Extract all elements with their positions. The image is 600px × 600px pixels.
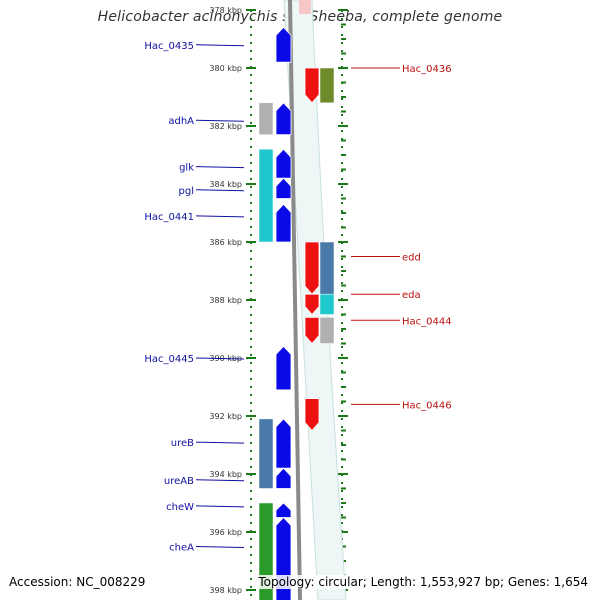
left-gene-label: Hac_0445 xyxy=(144,354,194,365)
offscreen-gene-fragment xyxy=(299,0,311,14)
right-gene-label: edd xyxy=(402,253,421,264)
right-gene-label: Hac_0444 xyxy=(402,316,452,327)
label-layer: Hac_0435 adhA glk pgl Hac_0441 Hac_0445 ureB ur… xyxy=(144,41,452,554)
ortholog-block-grey xyxy=(319,317,335,344)
left-leader-line xyxy=(195,505,245,508)
left-gene-label: pgl xyxy=(179,186,194,197)
tick-label: 394 kbp xyxy=(209,470,242,479)
tick-label: 380 kbp xyxy=(209,64,242,73)
forward-gene-arrow xyxy=(275,345,292,391)
ortholog-block-steel xyxy=(258,418,274,489)
accession-text: Accession: NC_008229 xyxy=(9,575,146,589)
left-leader-line xyxy=(195,189,245,192)
left-gene-label: Hac_0441 xyxy=(144,212,194,223)
left-gene-label: ureB xyxy=(171,438,194,449)
left-leader-line xyxy=(195,119,245,122)
right-gene-label: eda xyxy=(402,290,421,301)
forward-gene-arrow xyxy=(275,203,292,243)
ortholog-block-cyan xyxy=(319,293,335,315)
left-gene-label: Hac_0435 xyxy=(144,41,194,52)
ortholog-block-steel xyxy=(319,241,335,295)
tick-label: 392 kbp xyxy=(209,412,242,421)
reverse-gene-arrow xyxy=(304,293,320,316)
left-leader-line xyxy=(195,357,245,360)
right-gene-label: Hac_0436 xyxy=(402,64,452,75)
forward-gene-arrow xyxy=(275,467,292,489)
reverse-gene-arrow xyxy=(304,317,320,345)
left-leader-line xyxy=(195,479,245,482)
genome-summary-text: Topology: circular; Length: 1,553,927 bp… xyxy=(256,575,590,589)
tick-label: 384 kbp xyxy=(209,180,242,189)
ortholog-block-grey xyxy=(258,102,274,135)
left-gene-label: cheA xyxy=(169,543,194,554)
tick-label: 388 kbp xyxy=(209,296,242,305)
left-leader-line xyxy=(195,215,245,218)
tick-label: 386 kbp xyxy=(209,238,242,247)
right-gene-label: Hac_0446 xyxy=(402,400,452,411)
reverse-gene-arrow xyxy=(304,241,320,295)
left-gene-label: adhA xyxy=(168,116,194,127)
reverse-gene-arrow xyxy=(304,398,320,432)
left-leader-line xyxy=(195,441,245,444)
left-leader-line xyxy=(195,166,245,169)
tick-label: 398 kbp xyxy=(209,586,242,595)
tick-label: 382 kbp xyxy=(209,122,242,131)
left-leader-line xyxy=(195,546,245,548)
left-leader-line xyxy=(195,44,245,47)
tick-label: 396 kbp xyxy=(209,528,242,537)
left-gene-label: glk xyxy=(179,163,194,174)
reverse-gene-arrow xyxy=(304,67,320,104)
tick-label: 378 kbp xyxy=(209,6,242,15)
forward-gene-arrow xyxy=(275,148,292,179)
forward-gene-arrow xyxy=(275,26,292,63)
forward-gene-arrow xyxy=(275,502,292,518)
left-gene-label: ureAB xyxy=(164,476,194,487)
forward-gene-arrow xyxy=(275,418,292,469)
forward-gene-arrow xyxy=(275,177,292,199)
forward-gene-arrow xyxy=(275,102,292,136)
left-gene-label: cheW xyxy=(166,502,194,513)
genome-backbone xyxy=(288,0,302,600)
ortholog-block-olive xyxy=(319,67,335,104)
ortholog-block-cyan xyxy=(258,148,274,243)
